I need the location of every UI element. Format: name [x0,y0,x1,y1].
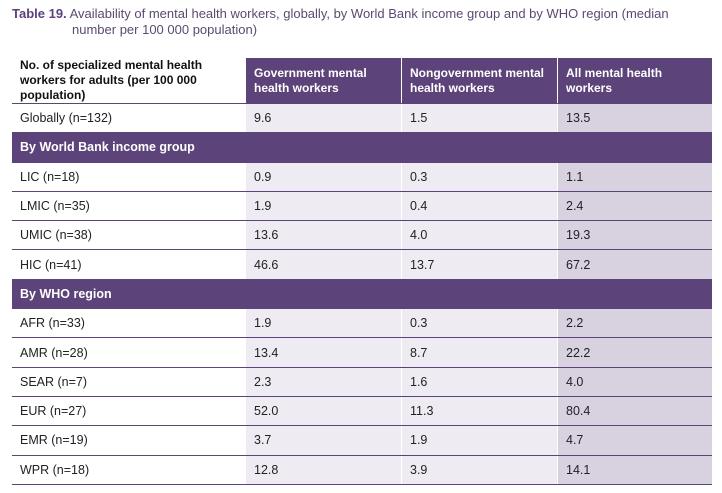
header-cell: No. of specialized mental health workers… [12,58,245,103]
header-cell: All mental health workers [557,58,712,103]
row-label: EUR (n=27) [20,404,87,419]
value-cell: 0.3 [401,309,557,338]
value-cell: 46.6 [245,250,401,279]
data-row: LMIC (n=35) 1.9 0.4 2.4 [12,191,712,222]
row-label: LIC (n=18) [20,169,80,184]
value-cell: 0.9 [245,162,401,191]
section-row: By World Bank income group [12,133,712,163]
value-cell: 67.2 [557,250,712,279]
value-cell: 1.6 [401,367,557,396]
value-cell: 1.1 [557,162,712,191]
value-cell: 14.1 [557,455,712,484]
value-cell: 22.2 [557,338,712,367]
data-row: HIC (n=41) 46.6 13.7 67.2 [12,250,712,280]
data-row: AMR (n=28) 13.4 8.7 22.2 [12,338,712,368]
data-row: EMR (n=19) 3.7 1.9 4.7 [12,426,712,456]
header-cell: Government mental health workers [245,58,401,103]
data-row: WPR (n=18) 12.8 3.9 14.1 [12,455,712,485]
row-label: AFR (n=33) [20,316,85,331]
row-label: SEAR (n=7) [20,374,88,389]
value-cell: 3.7 [245,426,401,455]
row-label: AMR (n=28) [20,345,88,360]
value-cell: 1.9 [401,426,557,455]
table: No. of specialized mental health workers… [12,58,712,485]
caption-text: Availability of mental health workers, g… [69,6,669,37]
row-label: EMR (n=19) [20,433,88,448]
row-label: HIC (n=41) [20,257,82,272]
value-cell: 2.3 [245,367,401,396]
data-row: SEAR (n=7) 2.3 1.6 4.0 [12,367,712,397]
caption-label: Table 19. [12,6,67,21]
value-cell: 13.7 [401,250,557,279]
value-cell: 13.5 [557,104,712,133]
row-label: Globally (n=132) [20,111,113,126]
section-row: By WHO region [12,279,712,310]
value-cell: 80.4 [557,396,712,426]
header-cell: Nongovernment mental health workers [401,58,557,103]
data-row: LIC (n=18) 0.9 0.3 1.1 [12,162,712,192]
value-cell: 1.9 [245,191,401,221]
value-cell: 13.6 [245,221,401,250]
value-cell: 4.0 [401,221,557,250]
value-cell: 0.3 [401,162,557,191]
row-label: LMIC (n=35) [20,199,90,214]
data-row: AFR (n=33) 1.9 0.3 2.2 [12,309,712,339]
data-row: UMIC (n=38) 13.6 4.0 19.3 [12,221,712,251]
value-cell: 9.6 [245,104,401,133]
value-cell: 4.0 [557,367,712,396]
value-cell: 3.9 [401,455,557,484]
value-cell: 2.2 [557,309,712,338]
value-cell: 13.4 [245,338,401,367]
value-cell: 8.7 [401,338,557,367]
row-label: UMIC (n=38) [20,228,92,243]
value-cell: 11.3 [401,396,557,426]
header-row: No. of specialized mental health workers… [12,58,712,104]
row-label: WPR (n=18) [20,462,90,477]
value-cell: 1.9 [245,309,401,338]
value-cell: 12.8 [245,455,401,484]
caption: Table 19. Availability of mental health … [12,6,702,38]
data-row: EUR (n=27) 52.0 11.3 80.4 [12,396,712,427]
data-row: Globally (n=132) 9.6 1.5 13.5 [12,104,712,134]
value-cell: 4.7 [557,426,712,455]
value-cell: 19.3 [557,221,712,250]
value-cell: 2.4 [557,191,712,221]
value-cell: 0.4 [401,191,557,221]
value-cell: 1.5 [401,104,557,133]
value-cell: 52.0 [245,396,401,426]
